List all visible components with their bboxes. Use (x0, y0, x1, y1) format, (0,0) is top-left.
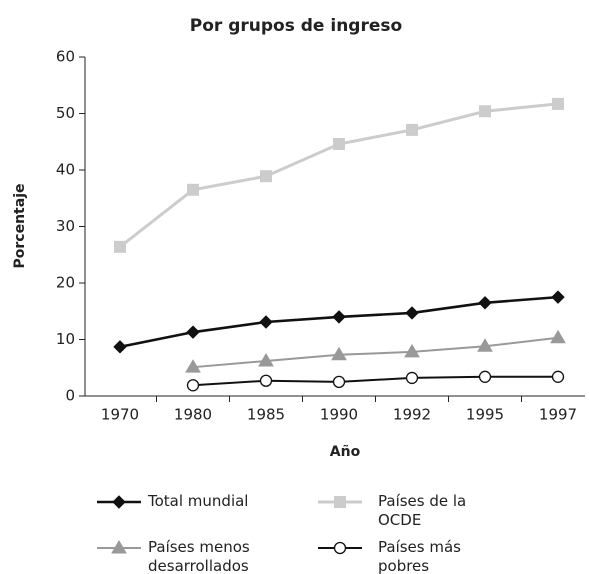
marker (334, 496, 346, 508)
marker (259, 374, 273, 387)
y-tick-label: 10 (56, 330, 75, 348)
x-tick-label: 1990 (320, 406, 358, 424)
y-tick-label: 40 (56, 161, 75, 179)
marker (111, 540, 127, 554)
x-axis-label: Año (330, 444, 361, 460)
y-tick-label: 0 (65, 387, 75, 405)
marker (406, 123, 418, 136)
marker (186, 379, 200, 392)
marker (477, 338, 493, 352)
marker (259, 315, 273, 329)
marker (551, 370, 565, 383)
x-tick-label: 1985 (247, 406, 285, 424)
marker (478, 296, 492, 310)
marker (552, 97, 564, 110)
legend-label: Países más pobres (378, 538, 461, 574)
y-tick-label: 60 (56, 48, 75, 66)
x-tick-label: 1980 (174, 406, 212, 424)
marker (112, 495, 126, 509)
y-axis-label: Porcentaje (12, 184, 28, 269)
y-tick-label: 30 (56, 217, 75, 235)
marker (187, 183, 199, 196)
marker (258, 352, 274, 367)
marker (331, 346, 347, 361)
x-tick-label: 1970 (101, 406, 139, 424)
marker (550, 329, 566, 344)
marker (405, 306, 419, 320)
chart-title: Por grupos de ingreso (190, 16, 402, 36)
marker (333, 138, 345, 151)
marker (332, 310, 346, 324)
marker (186, 325, 200, 339)
marker (114, 240, 126, 253)
series-line (192, 336, 559, 369)
y-tick-label: 50 (56, 104, 75, 122)
marker (332, 375, 346, 389)
x-tick-label: 1995 (466, 406, 504, 424)
legend-label: Países de la OCDE (378, 492, 467, 529)
x-tick-label: 1997 (539, 406, 577, 424)
marker (113, 340, 127, 354)
marker (478, 370, 492, 383)
marker (405, 371, 419, 385)
series-line (119, 102, 559, 249)
legend-label: Países menos desarrollados (148, 538, 250, 574)
marker (551, 290, 565, 304)
marker (333, 541, 347, 555)
marker (404, 343, 420, 358)
marker (260, 170, 272, 183)
series-line (192, 375, 558, 387)
marker (185, 359, 201, 373)
y-tick-label: 20 (56, 274, 75, 292)
marker (479, 105, 491, 118)
x-tick-label: 1992 (393, 406, 431, 424)
legend-label: Total mundial (148, 492, 249, 510)
